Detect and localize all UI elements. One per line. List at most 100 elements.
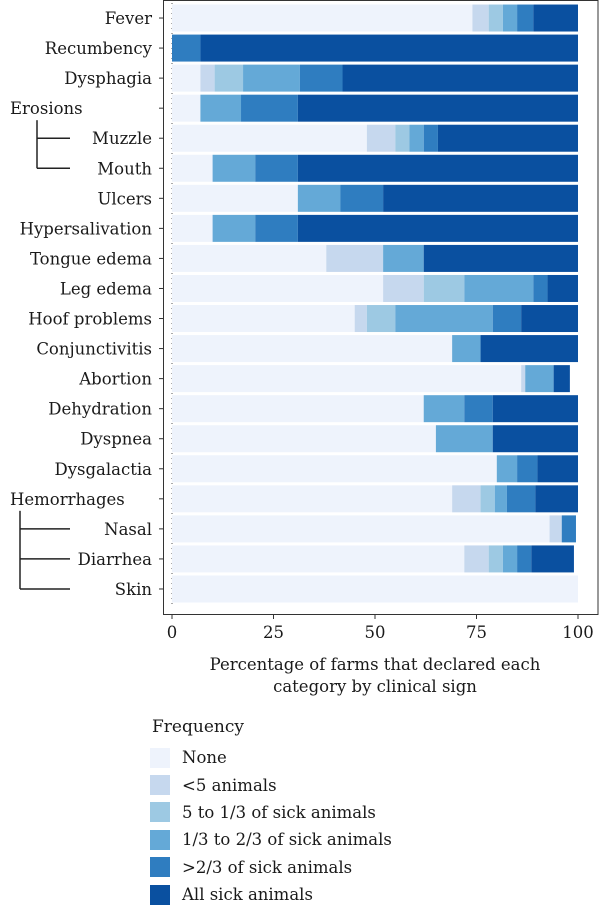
- bar-segment: [297, 214, 578, 242]
- plot-border: [163, 0, 599, 615]
- bar-segment: [553, 365, 570, 393]
- x-tick-label: 75: [466, 623, 487, 642]
- bar-segment: [452, 335, 481, 363]
- bar-segment: [172, 575, 578, 603]
- bar-segment: [395, 124, 410, 152]
- legend-swatch: [150, 802, 170, 823]
- x-tick-label: 50: [365, 623, 386, 642]
- bar-segment: [172, 425, 436, 453]
- bar-segment: [172, 154, 213, 182]
- y-tick-label-conjunctivitis: Conjunctivitis: [36, 340, 152, 359]
- bar-segment: [492, 425, 578, 453]
- legend-item-all-sick: All sick animals: [150, 881, 392, 908]
- bar-segment: [299, 64, 343, 92]
- bar-segment: [464, 395, 493, 423]
- x-tick-label: 0: [167, 623, 178, 642]
- bar-segment: [383, 274, 424, 302]
- bar-segment: [383, 184, 578, 212]
- y-tick-label-nasal: Nasal: [104, 520, 152, 539]
- legend-label: All sick animals: [182, 885, 313, 905]
- y-tick-label-tongue-edema: Tongue edema: [30, 249, 152, 268]
- legend-item-5-to-third: 5 to 1/3 of sick animals: [150, 799, 392, 826]
- bar-segment: [172, 34, 201, 62]
- bar-segment: [502, 545, 518, 573]
- legend-item-third-to-two-thirds: 1/3 to 2/3 of sick animals: [150, 826, 392, 853]
- legend-label: None: [182, 748, 227, 768]
- bar-segment: [492, 395, 578, 423]
- legend-swatch: [150, 775, 170, 796]
- bar-segment: [423, 124, 438, 152]
- x-axis-label-line-1: Percentage of farms that declared each: [209, 655, 541, 674]
- y-tick-label-hypersalivation: Hypersalivation: [20, 219, 153, 238]
- y-tick-label-diarrhea: Diarrhea: [78, 550, 153, 569]
- bar-segment: [243, 64, 300, 92]
- bar-segment: [366, 124, 396, 152]
- y-tick-label-skin: Skin: [115, 580, 153, 599]
- bar-segment: [537, 455, 578, 483]
- y-tick-label-mouth: Mouth: [97, 159, 152, 178]
- bar-segment: [480, 335, 578, 363]
- bar-segment: [547, 274, 578, 302]
- bar-segment: [255, 154, 298, 182]
- y-tick-label-ulcers: Ulcers: [97, 189, 152, 208]
- legend-label: <5 animals: [182, 775, 277, 795]
- bar-segment: [409, 124, 424, 152]
- bar-segment: [492, 305, 522, 333]
- bar-segment: [480, 485, 495, 513]
- bar-segment: [517, 455, 538, 483]
- bar-segment: [342, 64, 578, 92]
- bar-segment: [533, 274, 548, 302]
- bar-segment: [172, 335, 453, 363]
- bar-segment: [200, 64, 215, 92]
- bar-segment: [172, 214, 213, 242]
- x-axis-label-line-2: category by clinical sign: [273, 677, 477, 696]
- bar-segment: [297, 94, 578, 122]
- y-tick-label-hoof-problems: Hoof problems: [28, 310, 152, 329]
- bar-segment: [366, 305, 396, 333]
- bar-segment: [172, 365, 522, 393]
- bar-segment: [172, 395, 424, 423]
- legend-label: 5 to 1/3 of sick animals: [182, 802, 376, 822]
- bar-segment: [200, 34, 579, 62]
- y-tick-label-dysphagia: Dysphagia: [64, 69, 152, 88]
- bar-segment: [533, 4, 578, 32]
- y-tick-label-dyspnea: Dyspnea: [80, 430, 152, 449]
- bar-segment: [488, 545, 503, 573]
- bar-segment: [437, 124, 578, 152]
- bar-segment: [452, 485, 481, 513]
- legend-swatch: [150, 829, 170, 850]
- bar-segment: [212, 154, 256, 182]
- bar-segment: [521, 365, 526, 393]
- bar-segment: [172, 305, 355, 333]
- bar-segment: [423, 274, 465, 302]
- bar-segment: [172, 485, 453, 513]
- legend-label: >2/3 of sick animals: [182, 857, 353, 877]
- bar-segment: [521, 305, 578, 333]
- y-tick-label-leg-edema: Leg edema: [60, 279, 152, 298]
- bar-segment: [531, 545, 574, 573]
- bar-segment: [340, 184, 384, 212]
- bar-segment: [241, 94, 298, 122]
- legend-swatch: [150, 884, 170, 905]
- bar-segment: [435, 425, 493, 453]
- x-axis-label: Percentage of farms that declared each c…: [172, 654, 578, 698]
- bar-segment: [172, 64, 201, 92]
- bar-segment: [525, 365, 554, 393]
- bar-segment: [172, 515, 550, 543]
- bar-segment: [496, 455, 518, 483]
- bar-segment: [464, 545, 489, 573]
- bar-segment: [297, 154, 578, 182]
- bar-segment: [172, 244, 327, 272]
- bar-segment: [172, 274, 384, 302]
- bar-segment: [172, 184, 298, 212]
- bar-segment: [383, 244, 424, 272]
- bar-segment: [535, 485, 578, 513]
- bar-segment: [200, 94, 242, 122]
- y-tick-label-dysgalactia: Dysgalactia: [54, 460, 152, 479]
- bar-segment: [472, 4, 489, 32]
- bar-segment: [172, 455, 497, 483]
- bar-segment: [494, 485, 507, 513]
- legend-title: Frequency: [152, 717, 244, 737]
- bar-segment: [423, 244, 578, 272]
- y-tick-label-muzzle: Muzzle: [92, 129, 152, 148]
